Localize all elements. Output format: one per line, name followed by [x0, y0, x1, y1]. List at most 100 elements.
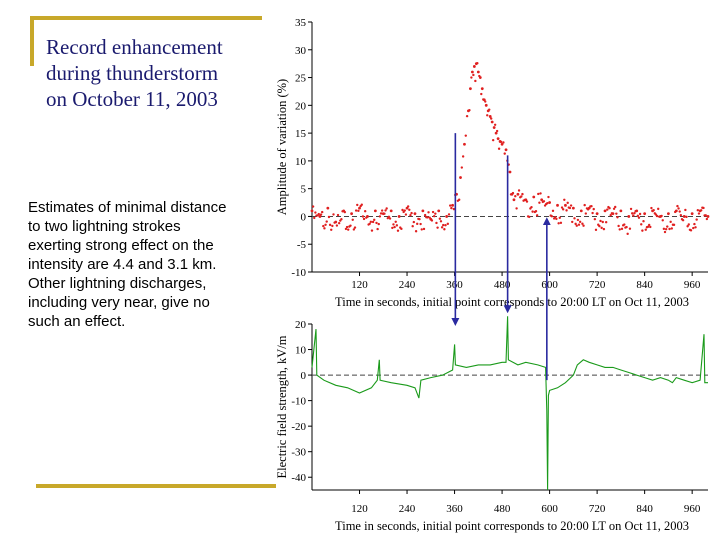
data-point-dense: [637, 216, 641, 219]
data-point-dense: [535, 214, 539, 217]
data-point-dense: [705, 217, 709, 221]
data-point-dense: [447, 213, 451, 216]
data-point-dense: [582, 224, 585, 227]
electric-field-chart: -40 -30 -20 -10 0 10 20 120 240 360 480 600 720 840 96…: [275, 316, 708, 533]
data-point-dense: [550, 215, 554, 218]
data-point-dense: [319, 213, 323, 216]
data-point-dense: [311, 205, 315, 208]
data-point-dense: [314, 211, 317, 214]
data-point-dense: [464, 134, 467, 137]
data-point-dense: [396, 229, 400, 232]
data-point-dense: [335, 224, 339, 227]
data-point-dense: [460, 166, 464, 169]
data-point-dense: [491, 138, 495, 142]
data-point-dense: [566, 201, 569, 205]
data-point-dense: [618, 228, 621, 231]
data-point-dense: [340, 218, 343, 221]
data-point-dense: [439, 220, 443, 223]
data-point-dense: [704, 214, 707, 217]
data-point: [564, 203, 567, 207]
data-point-dense: [385, 207, 388, 210]
data-point-dense: [418, 217, 421, 221]
data-point-dense: [387, 215, 391, 218]
data-point: [603, 209, 607, 213]
data-point-dense: [432, 214, 436, 218]
series-line: [311, 316, 708, 491]
y-axis-label: Amplitude of variation (%): [275, 79, 289, 215]
data-point-dense: [606, 208, 609, 211]
data-point-dense: [687, 223, 690, 226]
data-point: [350, 212, 353, 216]
y-tick-label: 5: [301, 184, 307, 196]
y-tick-label: 25: [295, 73, 307, 85]
data-point-dense: [695, 218, 698, 221]
data-point-dense: [670, 227, 673, 230]
data-point-dense: [323, 227, 326, 230]
data-point-dense: [679, 213, 683, 217]
data-point-dense: [686, 225, 689, 228]
data-point-dense: [583, 203, 586, 207]
data-point-dense: [641, 229, 644, 232]
data-point-dense: [608, 207, 611, 210]
data-point-dense: [420, 228, 423, 231]
data-point-dense: [436, 226, 439, 229]
data-point-dense: [431, 210, 435, 214]
data-point-dense: [650, 206, 653, 210]
data-point-dense: [602, 227, 606, 231]
data-point-dense: [655, 214, 659, 218]
data-point: [488, 115, 492, 118]
data-point-dense: [662, 227, 666, 231]
data-point-dense: [615, 212, 618, 215]
data-point-dense: [446, 222, 450, 226]
data-point-dense: [628, 227, 632, 230]
data-point: [532, 195, 536, 199]
y-tick-label: -10: [291, 396, 306, 408]
data-point-dense: [700, 209, 703, 212]
data-point: [469, 87, 472, 91]
data-point-dense: [327, 215, 331, 219]
data-point-dense: [593, 217, 597, 221]
data-point-dense: [632, 214, 635, 217]
data-point-dense: [561, 208, 565, 211]
data-point-dense: [652, 208, 655, 212]
x-tick-label: 840: [636, 503, 653, 515]
data-point: [318, 215, 322, 218]
data-point: [627, 215, 631, 218]
data-point-dense: [601, 220, 604, 224]
data-point: [619, 209, 623, 213]
data-point-dense: [349, 224, 352, 227]
x-axis-label: Time in seconds, initial point correspon…: [335, 519, 689, 533]
data-point-dense: [604, 220, 608, 224]
data-point-dense: [442, 223, 445, 227]
data-point-dense: [356, 203, 359, 207]
x-tick-label: 720: [589, 279, 606, 291]
data-point-dense: [520, 195, 523, 198]
data-point-dense: [591, 211, 594, 215]
data-point-dense: [534, 209, 538, 213]
data-point-dense: [503, 152, 506, 155]
x-axis-label: Time in seconds, initial point correspon…: [335, 295, 689, 309]
data-point-dense: [330, 228, 333, 231]
data-point-dense: [525, 200, 529, 203]
data-point-dense: [423, 213, 427, 217]
data-point: [389, 209, 393, 213]
data-point: [571, 206, 575, 210]
data-point-dense: [376, 227, 379, 231]
data-point-dense: [360, 203, 363, 206]
y-tick-label: 15: [295, 128, 307, 140]
data-point-dense: [488, 108, 491, 111]
data-point-dense: [378, 215, 382, 218]
data-point: [500, 142, 504, 146]
data-point-dense: [515, 207, 518, 210]
data-point: [690, 212, 694, 216]
data-point: [540, 198, 544, 202]
data-point: [476, 70, 480, 74]
data-point-dense: [644, 228, 647, 231]
data-point-dense: [560, 206, 564, 209]
x-tick-label: 120: [351, 279, 368, 291]
data-point-dense: [642, 219, 645, 223]
data-point-dense: [554, 216, 557, 219]
data-point-dense: [430, 219, 434, 222]
y-tick-label: 0: [301, 370, 307, 382]
